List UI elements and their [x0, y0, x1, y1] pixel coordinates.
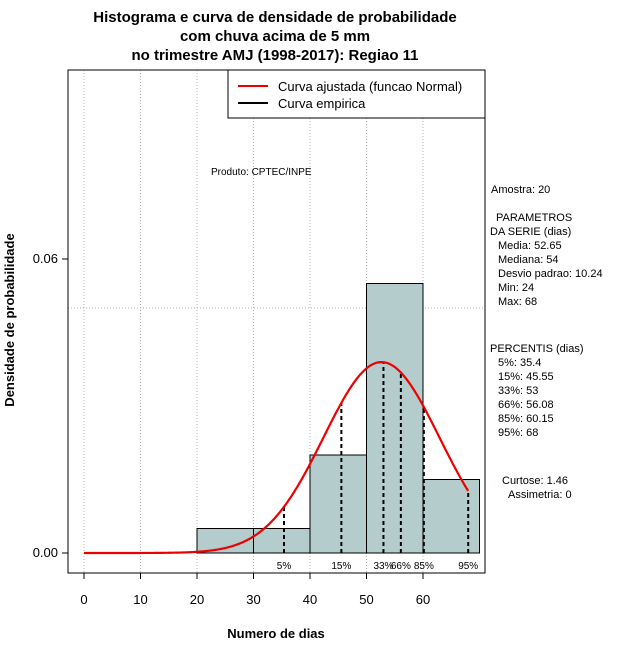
x-tick-label-6: 60: [416, 592, 430, 607]
kurtosis: Curtose: 1.46: [502, 475, 568, 487]
chart-title-line-1: Histograma e curva de densidade de proba…: [93, 9, 456, 26]
param-stddev: Desvio padrao: 10.24: [498, 268, 603, 280]
percentile-33: 33%: 53: [498, 385, 538, 397]
percentile-label-2: 33%: [373, 561, 393, 572]
normal-curve: [84, 361, 470, 555]
product-annotation: Produto: CPTEC/INPE: [211, 167, 312, 178]
percentile-66: 66%: 56.08: [498, 399, 554, 411]
y-tick-label-1: 0.06: [33, 251, 58, 266]
x-tick-label-1: 10: [133, 592, 147, 607]
percentile-lines: [283, 362, 470, 553]
percentile-95: 95%: 68: [498, 427, 538, 439]
chart-title-line-3: no trimestre AMJ (1998-2017): Regiao 11: [131, 47, 418, 64]
param-mean: Media: 52.65: [498, 240, 562, 252]
histogram-bar-3: [366, 283, 424, 554]
percentile-label-4: 85%: [414, 561, 434, 572]
param-max: Max: 68: [498, 296, 537, 308]
percentile-label-0: 5%: [277, 561, 292, 572]
x-axis-title: Numero de dias: [227, 626, 325, 641]
legend-label-fitted: Curva ajustada (funcao Normal): [278, 79, 462, 94]
chart-title-line-2: com chuva acima de 5 mm: [180, 28, 370, 45]
params-title-2: DA SERIE (dias): [490, 226, 571, 238]
y-axis-ticks: 0.00 0.06: [33, 251, 68, 560]
grid-lines: [68, 70, 485, 573]
legend-box: [227, 69, 486, 119]
percentile-label-1: 15%: [331, 561, 351, 572]
x-tick-label-0: 0: [80, 592, 87, 607]
sample-size: Amostra: 20: [491, 184, 550, 196]
param-min: Min: 24: [498, 282, 534, 294]
x-axis-ticks: 0 10 20 30 40 50 60: [80, 573, 430, 607]
histogram-bars: [196, 283, 480, 554]
x-tick-label-2: 20: [190, 592, 204, 607]
x-tick-label-4: 40: [303, 592, 317, 607]
legend: Curva ajustada (funcao Normal) Curva emp…: [227, 69, 486, 119]
percentiles-title: PERCENTIS (dias): [490, 343, 584, 355]
stats-panel: Amostra: 20 PARAMETROS DA SERIE (dias) M…: [490, 184, 603, 501]
skewness: Assimetria: 0: [508, 489, 572, 501]
histogram-bar-2: [309, 454, 367, 554]
param-median: Mediana: 54: [498, 254, 559, 266]
percentile-labels: 5% 15% 33%66% 85% 95%: [277, 561, 479, 572]
histogram-bar-1: [253, 528, 311, 554]
x-tick-label-3: 30: [246, 592, 260, 607]
percentile-15: 15%: 45.55: [498, 371, 554, 383]
percentile-label-3: 66%: [391, 561, 411, 572]
params-title-1: PARAMETROS: [496, 212, 572, 224]
y-tick-label-0: 0.00: [33, 545, 58, 560]
x-tick-label-5: 50: [359, 592, 373, 607]
legend-label-empirical: Curva empirica: [278, 96, 366, 111]
percentile-5: 5%: 35.4: [498, 357, 541, 369]
percentile-label-5: 95%: [458, 561, 478, 572]
y-axis-title: Densidade de probabilidade: [2, 233, 17, 406]
percentile-85: 85%: 60.15: [498, 413, 554, 425]
histogram-bar-4: [422, 479, 480, 554]
